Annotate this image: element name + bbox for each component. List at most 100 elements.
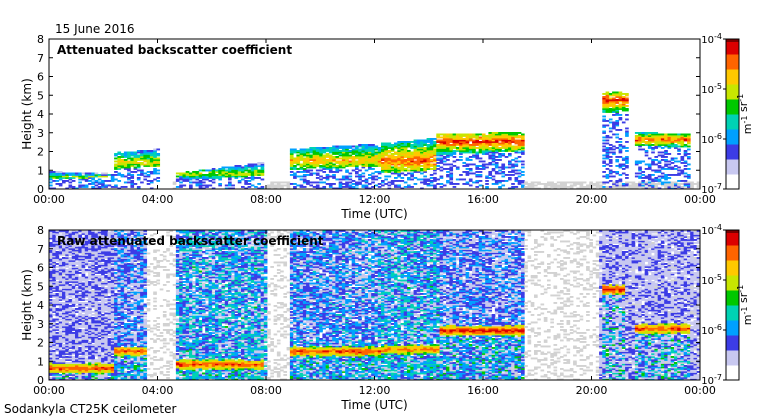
heatmap-cell bbox=[416, 171, 421, 173]
heatmap-cell bbox=[117, 344, 122, 346]
heatmap-cell bbox=[62, 362, 66, 364]
heatmap-cell bbox=[478, 165, 483, 167]
heatmap-cell bbox=[71, 329, 76, 331]
heatmap-cell bbox=[641, 181, 646, 184]
heatmap-cell bbox=[420, 165, 424, 167]
heatmap-cell bbox=[97, 348, 102, 351]
heatmap-cell bbox=[358, 151, 362, 154]
heatmap-cell bbox=[641, 139, 646, 142]
heatmap-cell bbox=[117, 163, 122, 166]
heatmap-cell bbox=[192, 175, 196, 178]
heatmap-cell bbox=[55, 312, 60, 315]
heatmap-cell bbox=[517, 175, 522, 178]
heatmap-cell bbox=[62, 303, 66, 306]
heatmap-cell bbox=[615, 109, 620, 112]
heatmap-cell bbox=[49, 251, 53, 253]
heatmap-cell bbox=[88, 308, 92, 310]
heatmap-cell bbox=[618, 106, 623, 109]
heatmap-cell bbox=[345, 162, 349, 164]
heatmap-cell bbox=[247, 186, 252, 188]
heatmap-cell bbox=[452, 150, 457, 152]
heatmap-cell bbox=[390, 169, 395, 172]
heatmap-cell bbox=[78, 315, 82, 318]
heatmap-cell bbox=[361, 172, 366, 175]
heatmap-cell bbox=[654, 180, 659, 182]
heatmap-cell bbox=[351, 180, 356, 182]
heatmap-cell bbox=[628, 186, 633, 188]
heatmap-cell bbox=[81, 306, 86, 309]
heatmap-cell bbox=[189, 181, 193, 184]
heatmap-cell bbox=[644, 142, 649, 145]
heatmap-cell bbox=[358, 181, 362, 184]
heatmap-cell bbox=[618, 99, 623, 101]
heatmap-cell bbox=[62, 357, 66, 360]
heatmap-cell bbox=[494, 132, 499, 134]
heatmap-cell bbox=[368, 165, 372, 167]
heatmap-cell bbox=[381, 154, 385, 157]
heatmap-cell bbox=[465, 159, 470, 161]
colorbar-step bbox=[726, 94, 739, 97]
heatmap-cell bbox=[615, 111, 620, 113]
heatmap-cell bbox=[641, 132, 646, 134]
heatmap-cell bbox=[498, 136, 502, 139]
heatmap-cell bbox=[446, 174, 450, 176]
heatmap-cell bbox=[605, 163, 610, 166]
heatmap-cell bbox=[371, 163, 375, 166]
heatmap-cell bbox=[101, 308, 105, 310]
heatmap-cell bbox=[107, 261, 112, 264]
heatmap-cell bbox=[322, 163, 327, 166]
heatmap-cell bbox=[149, 160, 154, 163]
heatmap-cell bbox=[625, 141, 629, 143]
heatmap-cell bbox=[348, 162, 353, 164]
heatmap-cell bbox=[449, 144, 454, 146]
heatmap-cell bbox=[527, 186, 532, 188]
heatmap-cell bbox=[605, 153, 610, 155]
heatmap-cell bbox=[136, 163, 141, 166]
heatmap-cell bbox=[315, 187, 320, 190]
heatmap-cell bbox=[306, 148, 310, 151]
heatmap-cell bbox=[101, 233, 105, 235]
heatmap-cell bbox=[114, 306, 118, 309]
heatmap-cell bbox=[75, 348, 79, 351]
heatmap-cell bbox=[104, 291, 108, 294]
heatmap-cell bbox=[247, 174, 252, 176]
heatmap-cell bbox=[107, 291, 112, 294]
heatmap-cell bbox=[674, 187, 678, 190]
heatmap-cell bbox=[667, 177, 672, 179]
heatmap-cell bbox=[638, 172, 642, 175]
heatmap-cell bbox=[101, 285, 105, 288]
heatmap-cell bbox=[273, 184, 278, 187]
heatmap-cell bbox=[75, 365, 79, 367]
heatmap-cell bbox=[58, 366, 63, 369]
heatmap-cell bbox=[68, 234, 73, 237]
heatmap-cell bbox=[325, 154, 330, 157]
heatmap-cell bbox=[426, 144, 431, 146]
heatmap-cell bbox=[641, 141, 646, 143]
heatmap-cell bbox=[612, 99, 616, 101]
heatmap-cell bbox=[680, 136, 685, 139]
heatmap-cell bbox=[322, 148, 327, 151]
heatmap-cell bbox=[127, 156, 131, 158]
heatmap-cell bbox=[381, 157, 385, 160]
heatmap-cell bbox=[387, 184, 392, 187]
heatmap-cell bbox=[78, 251, 82, 253]
heatmap-cell bbox=[55, 365, 60, 367]
heatmap-cell bbox=[107, 234, 112, 237]
heatmap-cell bbox=[75, 342, 79, 345]
heatmap-cell bbox=[511, 159, 515, 161]
heatmap-cell bbox=[107, 351, 112, 354]
heatmap-cell bbox=[49, 366, 53, 369]
heatmap-cell bbox=[345, 171, 349, 173]
heatmap-cell bbox=[459, 156, 463, 158]
colorbar-step bbox=[726, 171, 739, 175]
heatmap-cell bbox=[465, 144, 470, 146]
heatmap-cell bbox=[631, 186, 636, 188]
heatmap-cell bbox=[117, 168, 122, 170]
heatmap-cell bbox=[88, 288, 92, 291]
heatmap-cell bbox=[94, 369, 99, 372]
heatmap-cell bbox=[68, 252, 73, 255]
heatmap-cell bbox=[654, 169, 659, 172]
heatmap-cell bbox=[81, 276, 86, 279]
heatmap-cell bbox=[338, 166, 343, 169]
